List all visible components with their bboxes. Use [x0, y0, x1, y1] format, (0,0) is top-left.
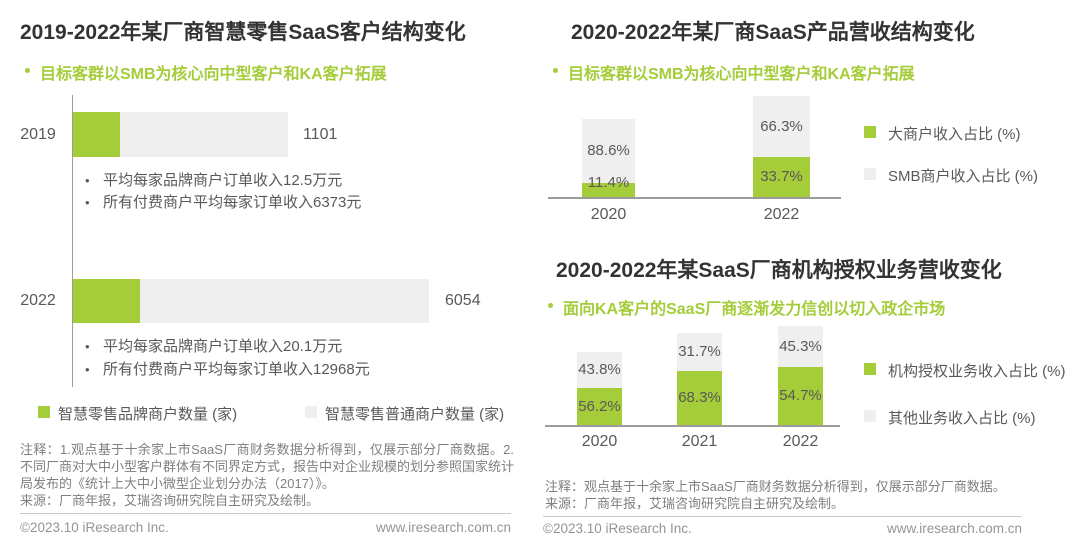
annotation-bullet-icon: • [85, 362, 90, 377]
gray-percent-label: 45.3% [779, 338, 822, 355]
gray-percent-label: 66.3% [760, 118, 803, 135]
y-axis-line [72, 95, 73, 387]
bar-total-label: 6054 [445, 292, 481, 309]
left-insight-text: 目标客群以SMB为核心向中型客户和KA客户拓展 [40, 66, 387, 83]
left-notes-block: 注释：1.观点基于十余家上市SaaS厂商财务数据分析得到，仅展示部分厂商数据。2… [20, 441, 514, 509]
bar-total-label: 1101 [303, 126, 338, 143]
brand-merchants-bar-segment [73, 279, 140, 323]
gray-bar-segment [677, 333, 722, 371]
bullet-dot-icon [553, 68, 558, 73]
gray-bar-segment [582, 119, 635, 183]
annotation-text: 平均每家品牌商户订单收入20.1万元 [103, 338, 343, 355]
category-label: 2021 [681, 433, 718, 450]
x-axis-line [548, 197, 841, 199]
category-label: 2020 [590, 206, 627, 223]
green-percent-label: 68.3% [678, 389, 721, 406]
right-bottom-insight-text: 面向KA客户的SaaS厂商逐渐发力信创以切入政企市场 [563, 301, 946, 318]
gray-bar-segment [778, 326, 823, 367]
regular-merchants-legend-label: 智慧零售普通商户数量 (家) [325, 406, 505, 423]
category-label: 2019 [20, 126, 56, 143]
smb-merchant-legend-swatch [864, 168, 876, 180]
copyright-text: ©2023.10 iResearch Inc. [543, 521, 692, 536]
regular-merchants-bar-segment [140, 279, 429, 323]
smb-merchant-legend-label: SMB商户收入占比 (%) [888, 168, 1039, 185]
green-bar-segment [577, 388, 622, 425]
gray-percent-label: 88.6% [587, 142, 630, 159]
other-revenue-legend-swatch [864, 410, 876, 422]
green-bar-segment [677, 371, 722, 425]
green-bar-segment [753, 157, 810, 197]
left-source-text: 来源：厂商年报，艾瑞咨询研究院自主研究及绘制。 [20, 493, 320, 508]
right-note-text: 注释：观点基于十余家上市SaaS厂商财务数据分析得到，仅展示部分厂商数据。 [545, 479, 1006, 494]
green-percent-label: 56.2% [578, 398, 621, 415]
bullet-dot-icon [548, 303, 553, 308]
annotation-bullet-icon: • [85, 195, 90, 210]
right-top-chart-title: 2020-2022年某厂商SaaS产品营收结构变化 [571, 21, 975, 44]
green-bar-segment [778, 367, 823, 425]
category-label: 2020 [581, 433, 618, 450]
annotation-text: 平均每家品牌商户订单收入12.5万元 [103, 172, 343, 189]
annotation-bullet-icon: • [85, 173, 90, 188]
big-merchant-legend-label: 大商户收入占比 (%) [888, 126, 1021, 143]
x-axis-line [545, 425, 840, 427]
copyright-text: ©2023.10 iResearch Inc. [20, 520, 169, 535]
right-source-text: 来源：厂商年报，艾瑞咨询研究院自主研究及绘制。 [545, 496, 845, 511]
brand-merchants-legend-label: 智慧零售品牌商户数量 (家) [58, 406, 238, 423]
gray-percent-label: 31.7% [678, 343, 721, 360]
big-merchant-legend-swatch [864, 126, 876, 138]
left-footer-divider [20, 513, 511, 514]
website-url-text: www.iresearch.com.cn [886, 521, 1022, 536]
gray-percent-label: 43.8% [578, 361, 621, 378]
right-notes-block: 注释：观点基于十余家上市SaaS厂商财务数据分析得到，仅展示部分厂商数据。 来源… [545, 478, 1035, 512]
green-percent-label: 11.4% [587, 174, 630, 191]
regular-merchants-legend-swatch [305, 406, 317, 418]
brand-merchants-bar-segment [73, 112, 120, 157]
category-label: 2022 [782, 433, 819, 450]
category-label: 2022 [20, 292, 56, 309]
other-revenue-legend-label: 其他业务收入占比 (%) [888, 410, 1036, 427]
right-top-insight-text: 目标客群以SMB为核心向中型客户和KA客户拓展 [568, 66, 915, 83]
left-chart-title: 2019-2022年某厂商智慧零售SaaS客户结构变化 [20, 21, 466, 44]
brand-merchants-legend-swatch [38, 406, 50, 418]
green-percent-label: 33.7% [760, 168, 803, 185]
website-url-text: www.iresearch.com.cn [375, 520, 511, 535]
green-percent-label: 54.7% [779, 387, 822, 404]
left-footer: ©2023.10 iResearch Inc. www.iresearch.co… [20, 520, 511, 535]
regular-merchants-bar-segment [120, 112, 288, 157]
license-revenue-legend-swatch [864, 363, 876, 375]
license-revenue-legend-label: 机构授权业务收入占比 (%) [888, 363, 1066, 380]
annotation-text: 所有付费商户平均每家订单收入6373元 [103, 194, 362, 211]
category-label: 2022 [763, 206, 800, 223]
green-bar-segment [582, 183, 635, 197]
annotation-text: 所有付费商户平均每家订单收入12968元 [103, 361, 370, 378]
right-footer: ©2023.10 iResearch Inc. www.iresearch.co… [543, 521, 1022, 536]
gray-bar-segment [577, 352, 622, 388]
right-bottom-chart-title: 2020-2022年某SaaS厂商机构授权业务营收变化 [556, 259, 1002, 282]
right-footer-divider [543, 516, 1022, 517]
bullet-dot-icon [25, 68, 30, 73]
left-note-text: 注释：1.观点基于十余家上市SaaS厂商财务数据分析得到，仅展示部分厂商数据。2… [20, 442, 515, 491]
gray-bar-segment [753, 96, 810, 157]
annotation-bullet-icon: • [85, 339, 90, 354]
